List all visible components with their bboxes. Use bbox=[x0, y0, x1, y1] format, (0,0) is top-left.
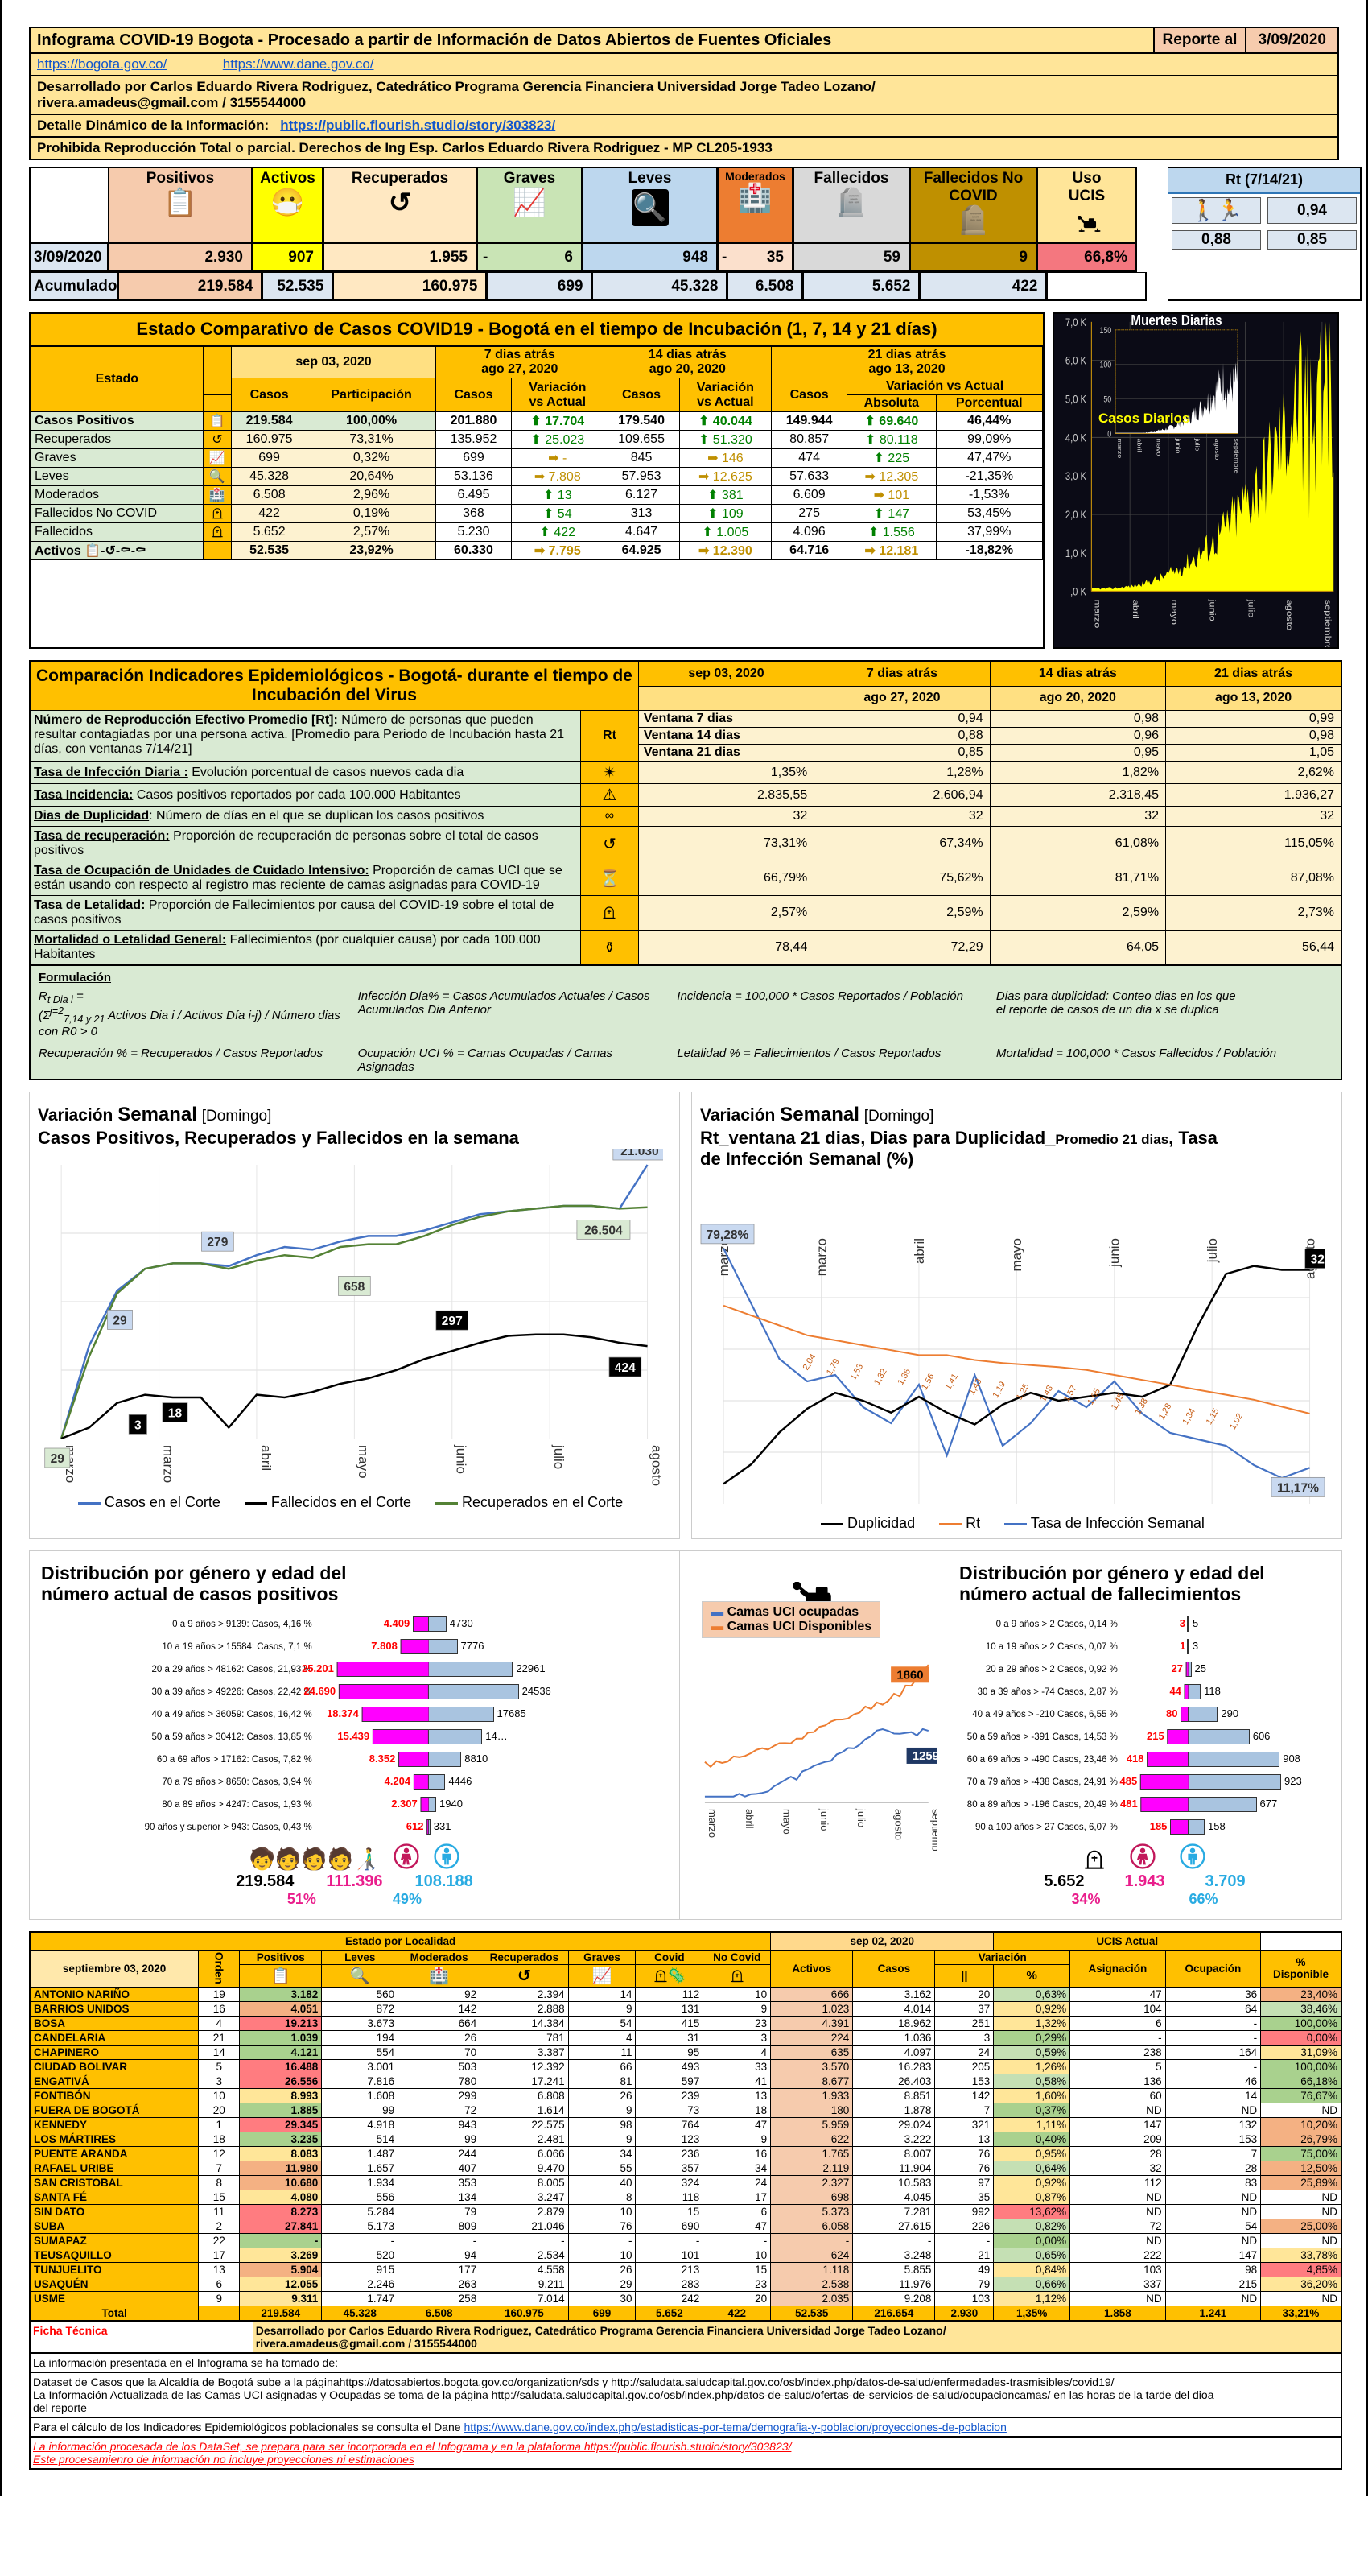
svg-text:agosto: agosto bbox=[893, 1809, 905, 1840]
svg-text:1,15: 1,15 bbox=[1205, 1406, 1222, 1426]
svg-text:1,36: 1,36 bbox=[896, 1367, 913, 1387]
svg-text:1,34: 1,34 bbox=[1181, 1406, 1197, 1426]
svg-text:junio: junio bbox=[1175, 437, 1181, 453]
svg-text:junio: junio bbox=[1208, 598, 1218, 621]
svg-text:1259: 1259 bbox=[913, 1749, 937, 1763]
svg-text:agosto: agosto bbox=[1213, 439, 1220, 460]
svg-text:1,53: 1,53 bbox=[848, 1362, 865, 1382]
svg-text:,0 K: ,0 K bbox=[1070, 586, 1086, 598]
svg-text:297: 297 bbox=[442, 1315, 463, 1328]
svg-text:6,0 K: 6,0 K bbox=[1065, 355, 1087, 367]
svg-text:1,38: 1,38 bbox=[1133, 1397, 1150, 1417]
svg-text:29: 29 bbox=[51, 1452, 65, 1466]
svg-text:1,56: 1,56 bbox=[920, 1372, 937, 1392]
svg-text:32: 32 bbox=[1311, 1253, 1325, 1266]
svg-text:3,0 K: 3,0 K bbox=[1065, 470, 1087, 482]
svg-text:abril: abril bbox=[258, 1445, 274, 1471]
svg-text:1,02: 1,02 bbox=[1228, 1412, 1245, 1432]
svg-text:0: 0 bbox=[1107, 430, 1111, 440]
svg-text:julio: julio bbox=[551, 1444, 567, 1469]
svg-text:agosto: agosto bbox=[1284, 600, 1294, 631]
svg-text:mayo: mayo bbox=[781, 1809, 793, 1835]
svg-text:marzo: marzo bbox=[1093, 600, 1102, 629]
svg-text:1860: 1860 bbox=[897, 1668, 924, 1682]
svg-text:279: 279 bbox=[207, 1236, 228, 1249]
svg-text:4,0 K: 4,0 K bbox=[1065, 431, 1087, 444]
svg-text:agosto: agosto bbox=[649, 1445, 663, 1486]
svg-text:1,0 K: 1,0 K bbox=[1065, 547, 1087, 559]
svg-text:junio: junio bbox=[818, 1808, 830, 1831]
svg-text:100: 100 bbox=[1100, 361, 1112, 370]
svg-text:marzo: marzo bbox=[814, 1238, 830, 1276]
svg-text:1,79: 1,79 bbox=[825, 1357, 842, 1377]
svg-text:marzo: marzo bbox=[707, 1809, 719, 1838]
svg-text:septiembre: septiembre bbox=[1323, 600, 1333, 647]
svg-text:18: 18 bbox=[168, 1406, 183, 1420]
svg-text:1,19: 1,19 bbox=[991, 1380, 1007, 1400]
svg-text:21.030: 21.030 bbox=[620, 1149, 659, 1158]
svg-text:julio: julio bbox=[1246, 598, 1256, 618]
svg-text:mayo: mayo bbox=[1009, 1238, 1024, 1272]
svg-text:julio: julio bbox=[1194, 437, 1201, 451]
svg-text:mayo: mayo bbox=[1169, 600, 1179, 625]
svg-text:26.504: 26.504 bbox=[584, 1224, 623, 1237]
svg-text:1,32: 1,32 bbox=[872, 1367, 889, 1387]
svg-text:29: 29 bbox=[113, 1314, 127, 1327]
svg-text:50: 50 bbox=[1103, 395, 1111, 405]
svg-text:mayo: mayo bbox=[356, 1445, 371, 1479]
svg-text:marzo: marzo bbox=[160, 1445, 175, 1483]
svg-text:3: 3 bbox=[134, 1418, 142, 1432]
svg-text:septiembre: septiembre bbox=[1233, 439, 1239, 475]
svg-text:abril: abril bbox=[744, 1809, 756, 1829]
svg-text:1,41: 1,41 bbox=[943, 1372, 960, 1392]
svg-text:2,04: 2,04 bbox=[801, 1352, 818, 1373]
svg-text:abril: abril bbox=[1136, 439, 1143, 452]
svg-text:150: 150 bbox=[1100, 326, 1112, 336]
svg-text:abril: abril bbox=[912, 1238, 927, 1264]
svg-text:1,25: 1,25 bbox=[1015, 1382, 1032, 1402]
svg-text:marzo: marzo bbox=[1116, 439, 1123, 459]
svg-text:julio: julio bbox=[855, 1808, 867, 1827]
svg-text:5,0 K: 5,0 K bbox=[1065, 393, 1087, 405]
svg-text:abril: abril bbox=[1131, 600, 1140, 619]
svg-text:7,0 K: 7,0 K bbox=[1065, 316, 1087, 328]
svg-text:junio: junio bbox=[454, 1444, 469, 1474]
svg-text:1,65: 1,65 bbox=[1086, 1387, 1102, 1407]
svg-text:79,28%: 79,28% bbox=[707, 1228, 749, 1242]
svg-text:septiembre: septiembre bbox=[930, 1809, 937, 1851]
svg-text:Muertes Diarias: Muertes Diarias bbox=[1131, 314, 1222, 328]
svg-text:658: 658 bbox=[344, 1280, 365, 1294]
svg-text:junio: junio bbox=[1107, 1238, 1123, 1268]
svg-text:julio: julio bbox=[1205, 1238, 1220, 1263]
svg-text:2,0 K: 2,0 K bbox=[1065, 509, 1087, 521]
svg-text:mayo: mayo bbox=[1156, 439, 1162, 456]
svg-text:1,28: 1,28 bbox=[1157, 1402, 1174, 1422]
svg-text:11,17%: 11,17% bbox=[1277, 1481, 1319, 1495]
svg-text:424: 424 bbox=[615, 1361, 636, 1375]
